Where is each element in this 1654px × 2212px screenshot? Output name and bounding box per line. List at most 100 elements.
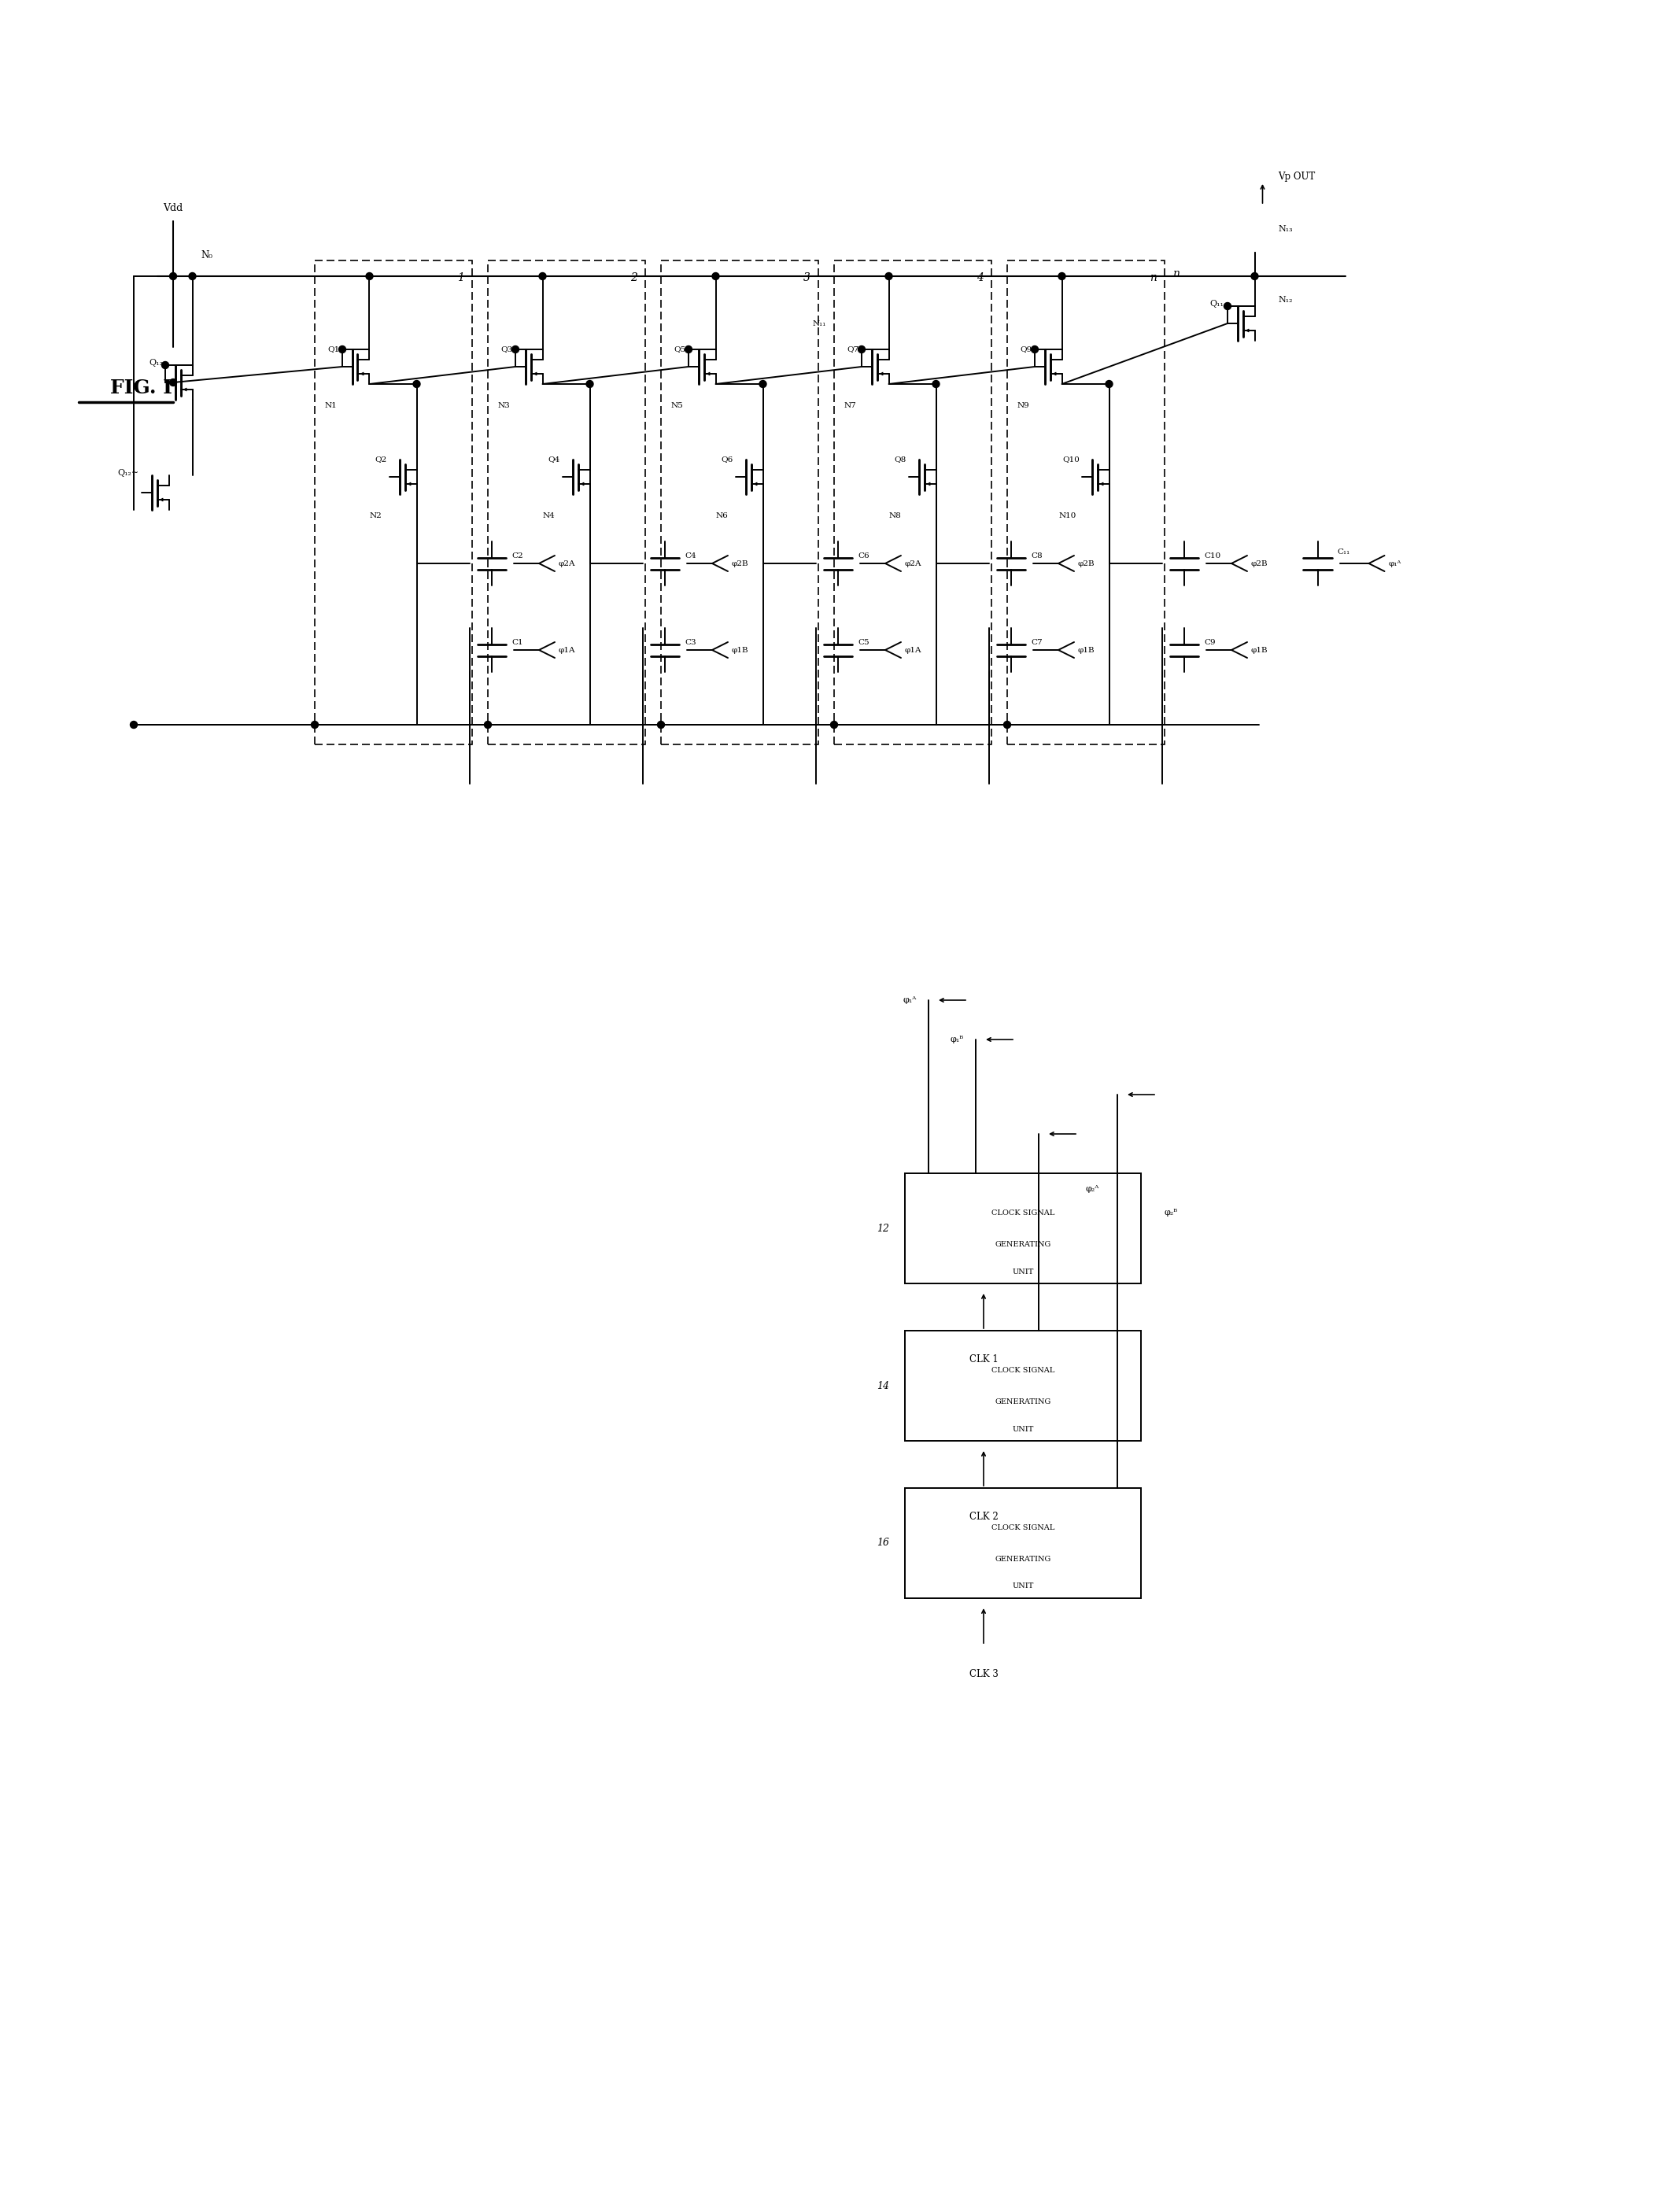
Text: C9: C9 xyxy=(1204,639,1216,646)
Text: C6: C6 xyxy=(858,553,870,560)
Text: φ2B: φ2B xyxy=(731,560,749,566)
Text: GENERATING: GENERATING xyxy=(996,1398,1050,1405)
Text: n: n xyxy=(1150,272,1156,283)
Circle shape xyxy=(170,378,177,385)
Text: N10: N10 xyxy=(1059,513,1077,520)
Text: Q7: Q7 xyxy=(847,345,860,352)
Text: C10: C10 xyxy=(1204,553,1221,560)
Circle shape xyxy=(189,272,195,279)
Text: Q₁₁: Q₁₁ xyxy=(1209,301,1224,307)
Circle shape xyxy=(759,380,766,387)
Circle shape xyxy=(162,361,169,369)
Text: N₁₃: N₁₃ xyxy=(1279,226,1293,232)
Circle shape xyxy=(414,380,420,387)
Text: N₁₁: N₁₁ xyxy=(812,321,827,327)
Bar xyxy=(662,261,819,745)
Circle shape xyxy=(1059,272,1065,279)
Text: 2: 2 xyxy=(630,272,637,283)
Text: Vp OUT: Vp OUT xyxy=(1279,173,1315,181)
Text: N₀: N₀ xyxy=(200,250,212,261)
Circle shape xyxy=(339,345,346,354)
Text: Q10: Q10 xyxy=(1062,456,1080,462)
Circle shape xyxy=(485,721,491,728)
Circle shape xyxy=(170,272,177,279)
Text: Q4: Q4 xyxy=(547,456,561,462)
Bar xyxy=(905,1332,1141,1440)
Circle shape xyxy=(830,721,837,728)
Circle shape xyxy=(131,721,137,728)
Text: φ₂ᴬ: φ₂ᴬ xyxy=(1087,1186,1100,1192)
Text: φ2B: φ2B xyxy=(1078,560,1095,566)
Circle shape xyxy=(933,380,939,387)
Circle shape xyxy=(1004,721,1011,728)
Text: Q1: Q1 xyxy=(327,345,341,352)
Circle shape xyxy=(1030,345,1039,354)
Text: UNIT: UNIT xyxy=(1012,1267,1034,1274)
Text: C5: C5 xyxy=(858,639,870,646)
Text: 3: 3 xyxy=(804,272,810,283)
Text: CLOCK SIGNAL: CLOCK SIGNAL xyxy=(991,1210,1055,1217)
Circle shape xyxy=(858,345,865,354)
Text: 1: 1 xyxy=(457,272,465,283)
Text: N6: N6 xyxy=(716,513,728,520)
Text: φ1B: φ1B xyxy=(1078,646,1095,653)
Bar xyxy=(314,261,471,745)
Text: Q6: Q6 xyxy=(721,456,733,462)
Text: 16: 16 xyxy=(877,1537,890,1548)
Circle shape xyxy=(685,345,691,354)
Bar xyxy=(1007,261,1164,745)
Text: CLK 2: CLK 2 xyxy=(969,1511,997,1522)
Text: FIG. I: FIG. I xyxy=(111,378,172,398)
Text: φ₁ᴬ: φ₁ᴬ xyxy=(903,995,916,1004)
Text: C4: C4 xyxy=(685,553,696,560)
Text: φ2A: φ2A xyxy=(559,560,576,566)
Text: φ1A: φ1A xyxy=(559,646,576,653)
Circle shape xyxy=(713,272,719,279)
Text: CLOCK SIGNAL: CLOCK SIGNAL xyxy=(991,1524,1055,1531)
Bar xyxy=(905,1172,1141,1283)
Text: CLOCK SIGNAL: CLOCK SIGNAL xyxy=(991,1367,1055,1374)
Text: N3: N3 xyxy=(498,403,509,409)
Text: GENERATING: GENERATING xyxy=(996,1241,1050,1248)
Text: φ1B: φ1B xyxy=(1250,646,1269,653)
Bar xyxy=(834,261,991,745)
Text: N5: N5 xyxy=(670,403,683,409)
Text: Q2: Q2 xyxy=(375,456,387,462)
Circle shape xyxy=(1224,303,1231,310)
Text: N9: N9 xyxy=(1017,403,1029,409)
Text: 14: 14 xyxy=(877,1380,890,1391)
Text: Q9: Q9 xyxy=(1021,345,1032,352)
Text: Q3: Q3 xyxy=(501,345,513,352)
Text: GENERATING: GENERATING xyxy=(996,1555,1050,1562)
Text: φ1A: φ1A xyxy=(905,646,921,653)
Text: C2: C2 xyxy=(511,553,523,560)
Text: 12: 12 xyxy=(877,1223,890,1234)
Text: C₁₁: C₁₁ xyxy=(1338,549,1350,555)
Text: C7: C7 xyxy=(1030,639,1042,646)
Text: Vdd: Vdd xyxy=(164,204,184,212)
Text: N7: N7 xyxy=(844,403,857,409)
Text: φ2A: φ2A xyxy=(905,560,921,566)
Text: CLK 1: CLK 1 xyxy=(969,1354,997,1365)
Text: N1: N1 xyxy=(324,403,337,409)
Text: CLK 3: CLK 3 xyxy=(969,1670,997,1679)
Circle shape xyxy=(366,272,372,279)
Text: C8: C8 xyxy=(1030,553,1042,560)
Circle shape xyxy=(586,380,594,387)
Text: 4: 4 xyxy=(976,272,984,283)
Text: N₁₂: N₁₂ xyxy=(1279,296,1293,303)
Circle shape xyxy=(1105,380,1113,387)
Text: n: n xyxy=(1173,268,1179,279)
Text: UNIT: UNIT xyxy=(1012,1425,1034,1433)
Text: Q₁₂~: Q₁₂~ xyxy=(117,469,139,478)
Circle shape xyxy=(1250,272,1259,279)
Text: φ₁ᴮ: φ₁ᴮ xyxy=(951,1035,964,1044)
Circle shape xyxy=(657,721,665,728)
Text: φ2B: φ2B xyxy=(1250,560,1269,566)
Text: C1: C1 xyxy=(511,639,523,646)
Text: N4: N4 xyxy=(543,513,554,520)
Circle shape xyxy=(511,345,519,354)
Text: N2: N2 xyxy=(369,513,382,520)
Text: φ₁ᴬ: φ₁ᴬ xyxy=(1388,560,1401,566)
Text: N8: N8 xyxy=(888,513,901,520)
